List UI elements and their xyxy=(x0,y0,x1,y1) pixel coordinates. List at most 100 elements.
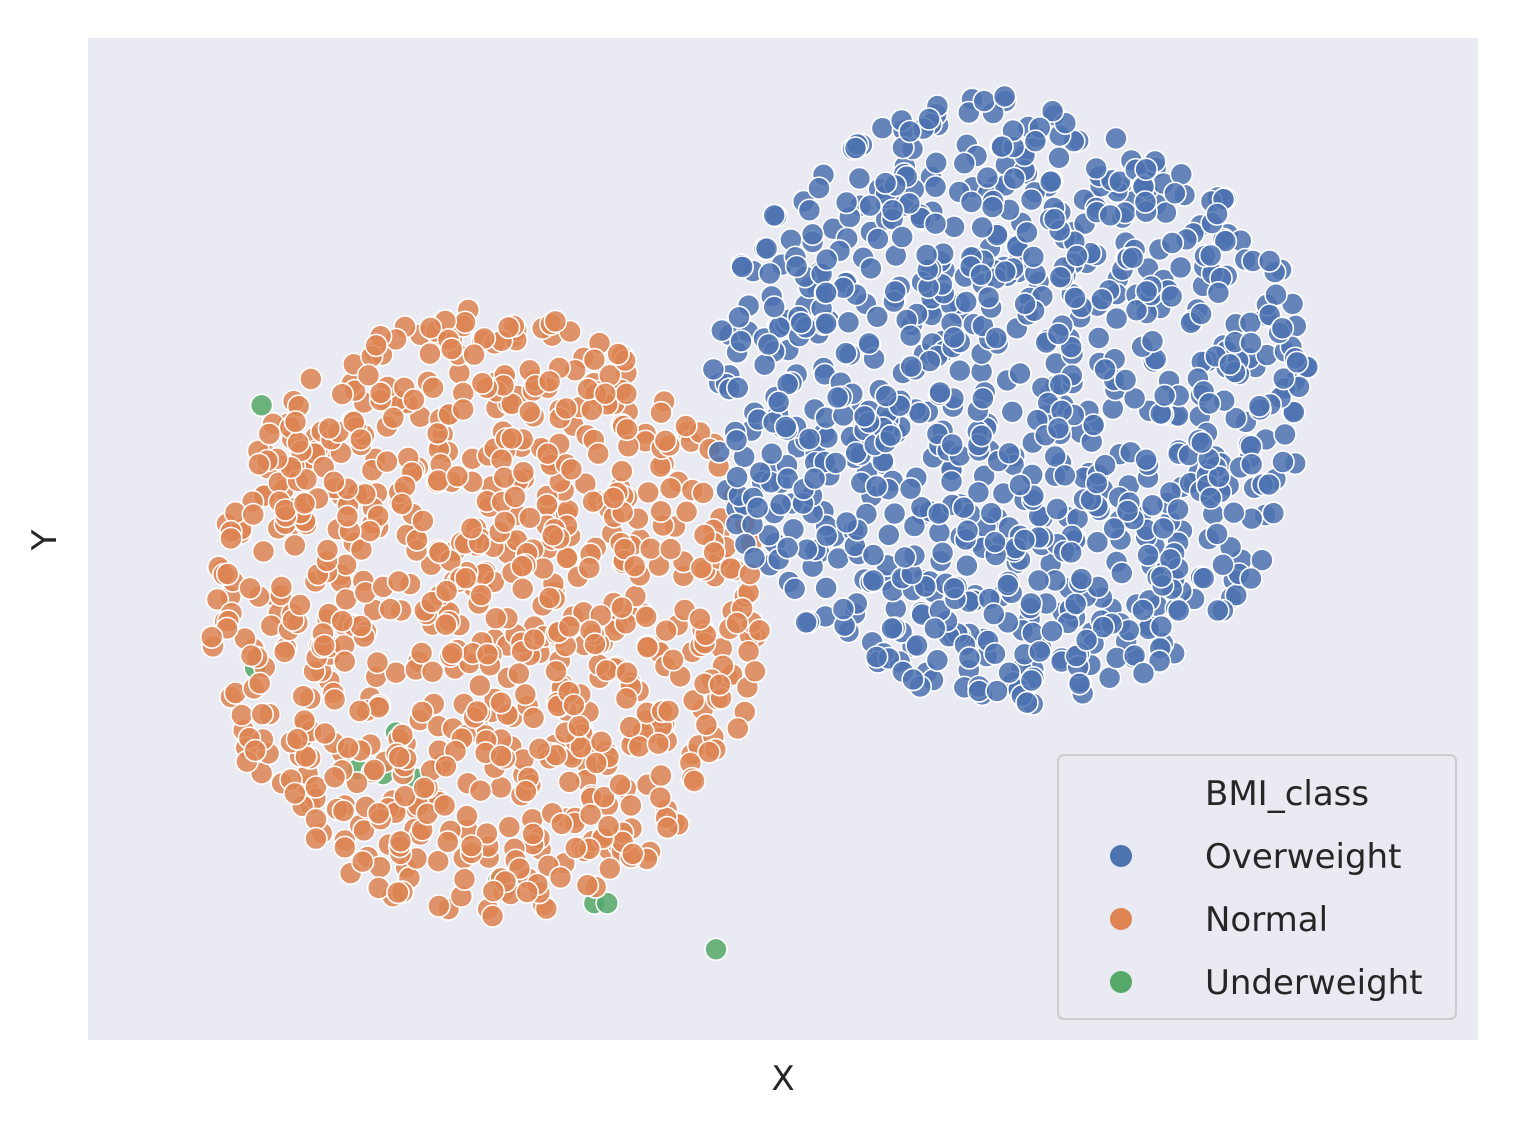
point-overweight xyxy=(939,469,964,494)
point-overweight xyxy=(926,501,951,526)
point-normal xyxy=(615,417,639,442)
point-normal xyxy=(294,467,319,492)
point-normal xyxy=(694,712,719,737)
point-overweight xyxy=(985,679,1009,703)
point-normal xyxy=(510,576,535,601)
point-overweight xyxy=(742,546,767,570)
point-normal xyxy=(362,758,387,782)
point-overweight xyxy=(727,305,751,330)
point-normal xyxy=(427,540,452,565)
point-overweight xyxy=(930,540,955,565)
point-normal xyxy=(562,693,586,717)
point-normal xyxy=(381,405,406,430)
point-overweight xyxy=(1110,561,1134,585)
point-overweight xyxy=(814,280,838,305)
point-normal xyxy=(304,826,328,851)
point-normal xyxy=(409,641,434,665)
point-normal xyxy=(375,449,399,474)
point-overweight xyxy=(797,198,822,223)
point-overweight xyxy=(1098,203,1122,228)
point-normal xyxy=(636,480,661,505)
point-overweight xyxy=(917,107,941,131)
point-overweight xyxy=(957,646,982,670)
point-overweight xyxy=(757,261,782,286)
point-normal xyxy=(440,641,465,666)
point-normal xyxy=(455,804,479,828)
point-overweight xyxy=(725,375,750,400)
point-normal xyxy=(654,618,678,643)
point-normal xyxy=(655,815,680,840)
point-normal xyxy=(592,785,616,810)
point-overweight xyxy=(802,466,827,491)
point-overweight xyxy=(1045,497,1069,521)
point-overweight xyxy=(1059,540,1083,565)
point-normal xyxy=(368,381,393,405)
point-overweight xyxy=(1113,368,1138,392)
point-overweight xyxy=(784,254,809,279)
point-normal xyxy=(347,699,372,723)
point-normal xyxy=(702,540,726,565)
legend-title: BMI_class xyxy=(1205,774,1369,814)
point-normal xyxy=(410,700,435,724)
point-normal xyxy=(736,639,761,664)
point-normal xyxy=(653,428,678,453)
point-overweight xyxy=(880,616,904,641)
point-overweight xyxy=(1081,413,1106,437)
point-overweight xyxy=(969,262,993,287)
point-normal xyxy=(322,765,347,790)
point-overweight xyxy=(1012,528,1037,552)
point-overweight xyxy=(814,576,838,600)
point-overweight xyxy=(762,295,787,319)
point-normal xyxy=(619,793,643,818)
point-overweight xyxy=(952,151,977,176)
point-normal xyxy=(250,702,275,727)
point-normal xyxy=(544,659,568,684)
point-normal xyxy=(357,519,382,544)
point-overweight xyxy=(923,211,948,236)
point-overweight xyxy=(834,190,859,215)
point-overweight xyxy=(1038,169,1063,194)
point-overweight xyxy=(898,476,923,501)
point-overweight xyxy=(836,310,861,335)
point-normal xyxy=(489,775,513,800)
point-normal xyxy=(322,687,347,712)
point-overweight xyxy=(775,535,800,560)
point-overweight xyxy=(1198,243,1223,268)
point-overweight xyxy=(1084,156,1108,181)
point-normal xyxy=(606,342,630,366)
point-overweight xyxy=(1063,286,1087,310)
point-normal xyxy=(285,727,310,751)
point-normal xyxy=(332,835,357,860)
point-overweight xyxy=(947,358,972,383)
point-normal xyxy=(283,533,307,558)
point-overweight xyxy=(1205,522,1229,546)
point-overweight xyxy=(834,341,858,366)
point-overweight xyxy=(969,423,994,448)
point-overweight xyxy=(1065,244,1089,268)
point-overweight xyxy=(1040,619,1064,644)
point-overweight xyxy=(1218,352,1242,377)
point-normal xyxy=(299,367,323,391)
point-normal xyxy=(557,614,582,639)
point-normal xyxy=(521,706,546,730)
point-normal xyxy=(610,595,634,620)
point-overweight xyxy=(1008,361,1032,386)
point-overweight xyxy=(1257,472,1281,497)
point-normal xyxy=(614,381,639,406)
point-normal xyxy=(459,834,484,858)
point-normal xyxy=(215,562,240,586)
point-normal xyxy=(489,690,513,715)
point-overweight xyxy=(752,352,777,377)
point-normal xyxy=(583,632,607,656)
point-overweight xyxy=(1134,447,1158,472)
point-overweight xyxy=(1140,493,1165,518)
point-normal xyxy=(615,660,639,685)
point-overweight xyxy=(959,190,984,214)
point-overweight xyxy=(1134,157,1158,182)
point-overweight xyxy=(1264,282,1288,307)
point-normal xyxy=(366,695,391,720)
point-overweight xyxy=(923,616,947,641)
point-normal xyxy=(435,830,460,854)
point-normal xyxy=(697,740,721,764)
